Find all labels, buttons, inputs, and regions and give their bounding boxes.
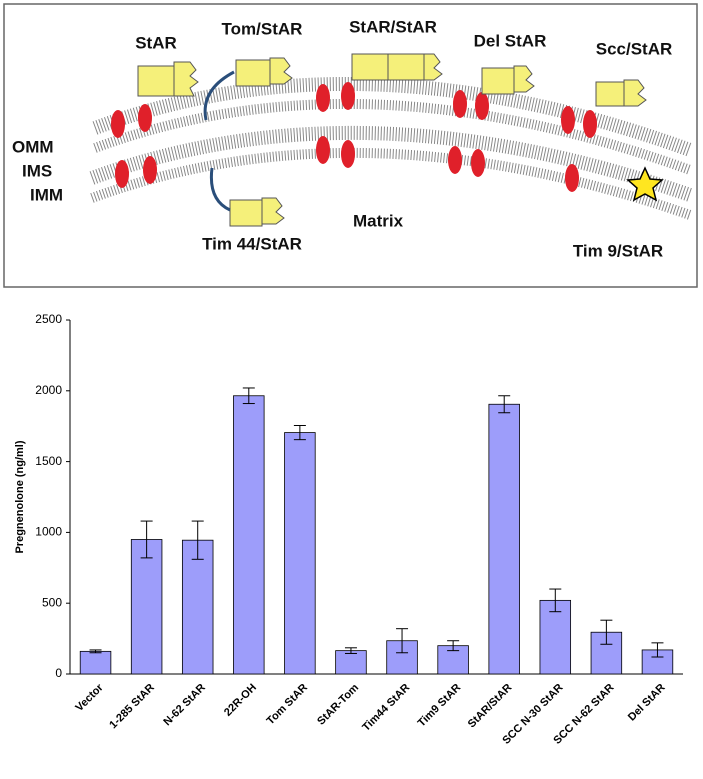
x-tick-label: N-62 StAR	[161, 682, 208, 729]
x-tick-label: Vector	[73, 681, 106, 714]
y-tick-label: 0	[55, 666, 62, 680]
x-tick-label: StAR-Tom	[315, 682, 361, 728]
error-bar	[600, 619, 613, 645]
error-bar	[396, 628, 409, 654]
bar	[233, 395, 265, 675]
diagram-label: Tim 44/StAR	[202, 234, 302, 253]
error-bar	[89, 649, 102, 654]
star-constructs	[137, 53, 647, 227]
error-bar	[293, 424, 306, 441]
diagram-label: IMS	[22, 161, 52, 180]
bar	[386, 640, 418, 675]
membrane	[89, 76, 693, 220]
error-bar	[344, 647, 357, 654]
diagram-label: Tim 9/StAR	[573, 241, 663, 260]
error-bar	[498, 395, 511, 414]
diagram-label: StAR	[135, 33, 177, 52]
y-axis-label: Pregnenolone (ng/ml)	[14, 440, 26, 553]
y-tick-label: 1000	[35, 525, 62, 539]
x-tick-label: 1-285 StAR	[107, 682, 157, 732]
error-bar	[242, 387, 255, 405]
x-tick-label: Tim9 StAR	[416, 682, 464, 730]
x-tick-label: Tom StAR	[265, 682, 311, 728]
diagram-label: Matrix	[353, 211, 404, 230]
y-tick-label: 2000	[35, 383, 62, 397]
y-tick-label: 1500	[35, 454, 62, 468]
tether	[203, 70, 235, 212]
diagram-label: OMM	[12, 137, 54, 156]
diagram-label: Scc/StAR	[596, 39, 673, 58]
bar	[79, 650, 112, 675]
bar	[181, 539, 214, 675]
y-tick-label: 2500	[35, 312, 62, 326]
bar	[539, 599, 572, 675]
membrane-proteins	[111, 82, 597, 192]
bar	[335, 650, 367, 675]
star-icon	[626, 166, 664, 202]
error-bar	[651, 642, 664, 658]
diagram-label: StAR/StAR	[349, 17, 437, 36]
x-tick-label: StAR/StAR	[466, 682, 515, 731]
bar	[488, 403, 520, 675]
error-bar	[549, 588, 562, 613]
diagram-label: Del StAR	[474, 31, 547, 50]
bar	[130, 539, 163, 675]
x-tick-label: Del StAR	[626, 682, 668, 724]
error-bar	[447, 640, 460, 652]
diagram-label: Tom/StAR	[222, 19, 303, 38]
x-tick-label: 22R-OH	[222, 682, 259, 719]
error-bar	[140, 520, 153, 559]
diagram-label: IMM	[30, 185, 63, 204]
bar	[284, 432, 316, 675]
y-tick-label: 500	[42, 595, 62, 609]
error-bar	[191, 520, 204, 560]
x-tick-label: Tim44 StAR	[360, 682, 412, 734]
